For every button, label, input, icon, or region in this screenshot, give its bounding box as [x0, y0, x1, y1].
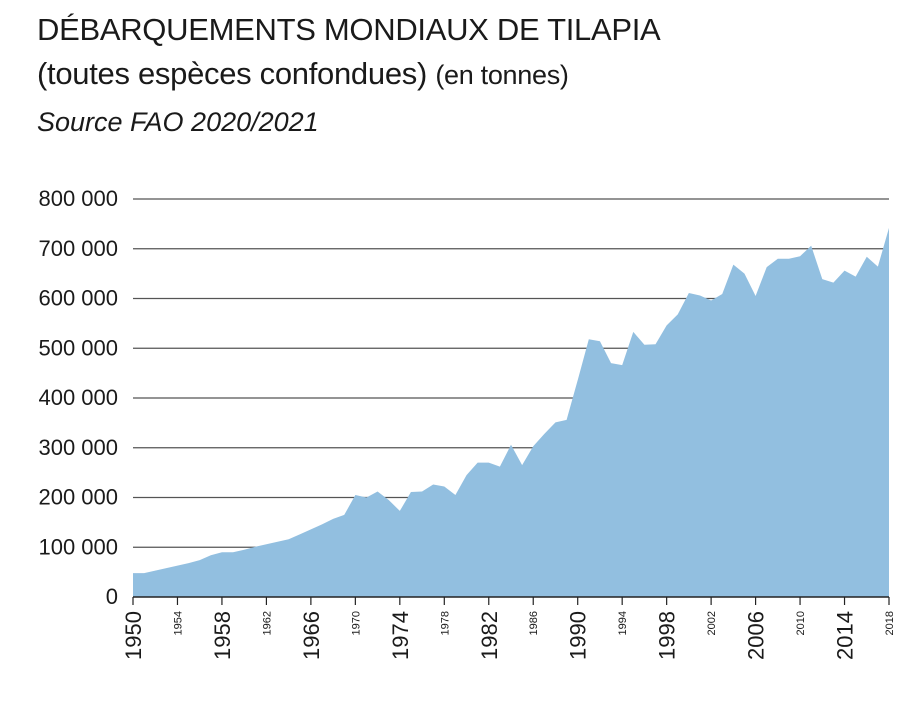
chart-subtitle: (toutes espèces confondues) (en tonnes) [37, 56, 569, 93]
x-tick-label: 2010 [795, 611, 807, 635]
chart-title: DÉBARQUEMENTS MONDIAUX DE TILAPIA [37, 12, 661, 47]
x-tick-label: 1974 [388, 611, 413, 660]
y-tick-label: 700 000 [38, 236, 118, 261]
x-tick-label: 1990 [566, 611, 591, 660]
x-tick-label: 1998 [655, 611, 680, 660]
y-axis-ticks: 0 100 000 200 000 300 000 400 000 500 000 600 … [38, 186, 118, 609]
x-axis-ticks: 1950 1954 1958 1962 1966 1970 1974 1978 1982 1986… [121, 597, 896, 660]
subtitle-text: (toutes espèces confondues) [37, 56, 427, 91]
x-tick-label: 1986 [528, 611, 540, 635]
y-tick-label: 200 000 [38, 485, 118, 510]
x-tick-label: 1994 [617, 611, 629, 635]
x-tick-label: 2002 [706, 611, 718, 635]
x-tick-label: 2006 [744, 611, 769, 660]
x-tick-label: 1970 [350, 611, 362, 635]
y-tick-label: 300 000 [38, 435, 118, 460]
y-tick-label: 0 [106, 584, 118, 609]
x-tick-label: 1982 [477, 611, 502, 660]
y-tick-label: 100 000 [38, 534, 118, 559]
y-tick-label: 600 000 [38, 286, 118, 311]
x-tick-label: 1966 [299, 611, 324, 660]
y-tick-label: 500 000 [38, 335, 118, 360]
x-tick-label: 1958 [210, 611, 235, 660]
unit-label: (en tonnes) [435, 60, 569, 90]
y-tick-label: 800 000 [38, 186, 118, 211]
area-series [133, 227, 889, 598]
x-tick-label: 1962 [261, 611, 273, 635]
y-tick-label: 400 000 [38, 385, 118, 410]
x-tick-label: 1950 [121, 611, 146, 660]
source-label: Source FAO 2020/2021 [37, 107, 319, 137]
x-tick-label: 1954 [172, 611, 184, 635]
x-tick-label: 1978 [439, 611, 451, 635]
area-fill [133, 227, 889, 598]
x-tick-label: 2014 [833, 611, 858, 660]
x-tick-label: 2018 [884, 611, 896, 635]
